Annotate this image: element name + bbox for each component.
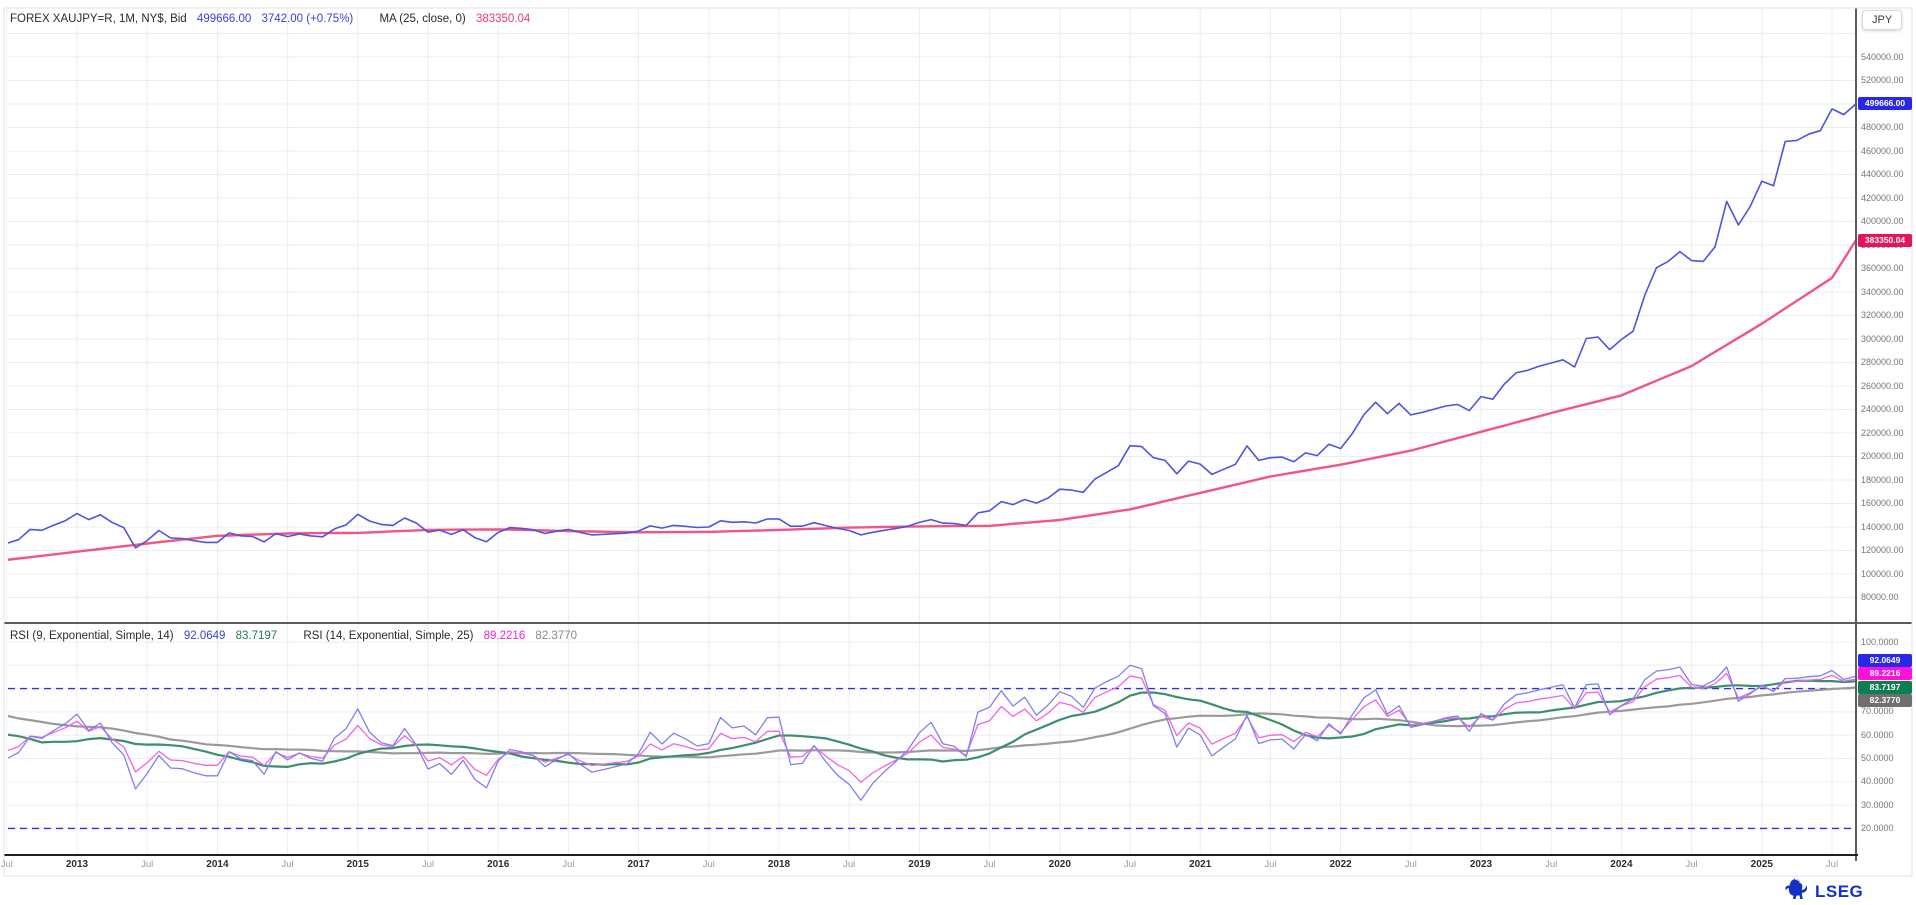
price-axis-label: 440000.00: [1861, 169, 1904, 179]
price-axis-badge: 383350.04: [1858, 234, 1912, 247]
lseg-lion-icon: [1784, 877, 1810, 905]
price-axis-badge: 499666.00: [1858, 97, 1912, 111]
rsi-axis-label: 30.0000: [1861, 799, 1894, 810]
price-axis-label: 140000.00: [1861, 521, 1904, 532]
price-change-value: 3742.00 (+0.75%): [261, 13, 354, 25]
x-axis-label: Jul: [843, 859, 856, 870]
x-axis-label: 2024: [1610, 859, 1633, 870]
axis-unit-chip[interactable]: JPY: [1862, 10, 1903, 30]
x-axis-label: Jul: [983, 859, 996, 870]
price-axis-label: 460000.00: [1861, 145, 1904, 156]
rsi-axis-label: 50.0000: [1861, 753, 1894, 763]
x-axis-label: 2017: [627, 859, 650, 870]
price-axis-label: 240000.00: [1861, 404, 1904, 414]
lseg-logo: LSEG: [1784, 877, 1863, 905]
lseg-wordmark: LSEG: [1815, 881, 1864, 901]
x-axis-label: 2023: [1469, 859, 1493, 870]
x-axis-label: Jul: [421, 859, 435, 870]
rsi14-ma-value: 82.3770: [535, 630, 577, 642]
price-axis-label: 180000.00: [1861, 474, 1904, 485]
x-axis-label: Jul: [1123, 859, 1137, 870]
rsi9-label[interactable]: RSI (9, Exponential, Simple, 14): [10, 630, 174, 642]
x-axis-label: 2018: [767, 859, 791, 870]
x-axis-label: Jul: [562, 859, 575, 870]
x-axis-label: 2013: [65, 859, 89, 870]
rsi14-label[interactable]: RSI (14, Exponential, Simple, 25): [303, 630, 474, 642]
last-price-value: 499666.00: [196, 13, 252, 25]
price-axis-label: 480000.00: [1861, 122, 1904, 132]
x-axis-label: 2022: [1329, 859, 1352, 870]
instrument-title: FOREX XAUJPY=R, 1M, NY$, Bid: [10, 13, 187, 25]
rsi-axis-badge: 83.7197: [1858, 680, 1912, 694]
x-axis-label: Jul: [281, 859, 294, 870]
x-axis-label: Jul: [1545, 859, 1558, 870]
x-axis-label: 2014: [206, 859, 229, 870]
widget-border: [3, 7, 1913, 877]
price-axis-label: 280000.00: [1861, 357, 1904, 367]
rsi-legend: RSI (9, Exponential, Simple, 14) 92.0649…: [10, 630, 584, 642]
rsi9-value: 92.0649: [183, 630, 226, 642]
price-axis-label: 160000.00: [1861, 498, 1904, 508]
price-axis-label: 340000.00: [1861, 286, 1904, 297]
rsi14-line: [8, 672, 1856, 783]
x-axis-label: Jul: [702, 859, 715, 870]
rsi-axis-label: 70.0000: [1861, 706, 1894, 717]
price-axis-label: 120000.00: [1861, 545, 1904, 555]
price-axis-label: 100000.00: [1861, 568, 1904, 579]
ma-line: [8, 239, 1856, 561]
x-axis-label: Jul: [1825, 859, 1839, 870]
x-axis-label: 2020: [1048, 859, 1071, 870]
price-axis-label: 420000.00: [1861, 192, 1904, 203]
rsi9-ma-line: [8, 679, 1856, 768]
price-axis-label: 80000.00: [1861, 592, 1899, 602]
rsi-axis-badge: 92.0649: [1858, 653, 1912, 667]
price-legend: FOREX XAUJPY=R, 1M, NY$, Bid 499666.00 3…: [10, 13, 537, 25]
price-axis-label: 320000.00: [1861, 310, 1904, 320]
price-axis-label: 260000.00: [1861, 380, 1904, 391]
x-axis-label: 2021: [1189, 859, 1212, 870]
ma-indicator-value: 383350.04: [475, 13, 531, 25]
x-axis-label: 2015: [346, 859, 369, 870]
price-axis-label: 540000.00: [1861, 51, 1904, 62]
x-axis-label: 2019: [908, 859, 931, 870]
price-axis-label: 520000.00: [1861, 75, 1904, 85]
price-axis-label: 200000.00: [1861, 451, 1904, 461]
rsi14-ma-line: [8, 686, 1856, 759]
x-axis-label: 2016: [487, 859, 510, 870]
rsi-axis-label: 60.0000: [1861, 729, 1894, 740]
price-axis-label: 220000.00: [1861, 427, 1904, 438]
rsi-axis-badge: 82.3770: [1858, 694, 1912, 708]
x-axis-label: Jul: [1685, 859, 1698, 870]
x-axis-label: Jul: [0, 859, 13, 870]
price-axis-label: 400000.00: [1861, 216, 1904, 226]
price-line: [8, 103, 1856, 549]
rsi9-ma-value: 83.7197: [235, 630, 278, 642]
x-axis-label: 2025: [1750, 859, 1773, 870]
x-axis-label: Jul: [1404, 859, 1417, 870]
ma-indicator-label[interactable]: MA (25, close, 0): [379, 13, 466, 25]
x-axis-label: Jul: [141, 859, 154, 870]
price-axis-label: 300000.00: [1861, 333, 1904, 344]
rsi-axis-badge: 89.2216: [1858, 667, 1912, 681]
price-axis-label: 360000.00: [1861, 263, 1904, 273]
x-axis-label: Jul: [1264, 859, 1277, 870]
rsi-axis-label: 40.0000: [1861, 776, 1894, 787]
rsi-axis-label: 100.0000: [1861, 636, 1899, 647]
rsi9-line: [8, 664, 1856, 801]
rsi-axis-label: 20.0000: [1861, 822, 1894, 833]
rsi14-value: 89.2216: [483, 630, 526, 642]
